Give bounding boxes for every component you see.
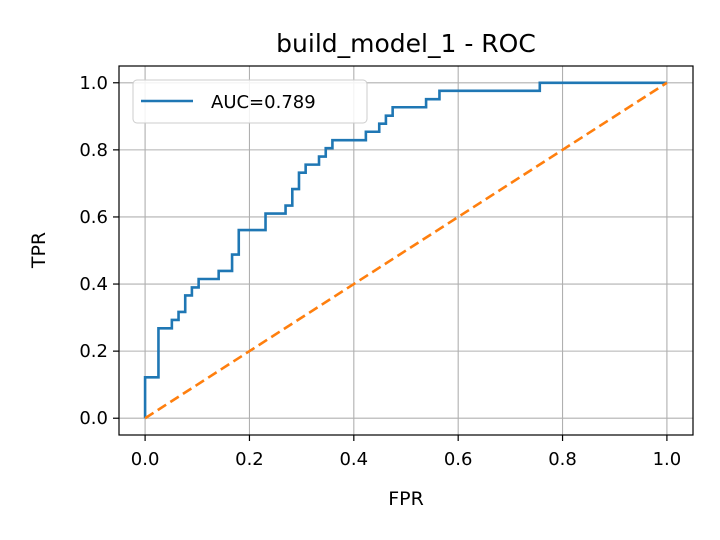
legend: AUC=0.789 xyxy=(132,79,368,124)
grid xyxy=(119,66,693,435)
y-tick-label: 1.0 xyxy=(79,73,108,94)
y-tick-label: 0.2 xyxy=(79,341,108,362)
y-tick-label: 0.0 xyxy=(79,408,108,429)
y-axis-label: TPR xyxy=(28,232,50,269)
x-tick-label: 0.8 xyxy=(548,449,577,470)
x-tick-label: 1.0 xyxy=(653,449,682,470)
x-tick-label: 0.2 xyxy=(235,449,264,470)
roc-curve-line xyxy=(143,81,667,419)
series-layer xyxy=(143,81,668,420)
legend-label: AUC=0.789 xyxy=(211,92,316,113)
x-tick-label: 0.0 xyxy=(131,449,160,470)
y-tick-label: 0.4 xyxy=(79,274,108,295)
legend-box xyxy=(132,79,368,124)
y-tick-label: 0.8 xyxy=(79,140,108,161)
x-tick-label: 0.4 xyxy=(339,449,368,470)
y-axis-ticks: 0.0 0.2 0.4 0.6 0.8 1.0 xyxy=(79,73,119,429)
y-tick-label: 0.6 xyxy=(79,207,108,228)
chart-title: build_model_1 - ROC xyxy=(276,29,536,58)
plot-frame xyxy=(118,65,694,436)
x-axis-label: FPR xyxy=(388,488,424,510)
chance-diagonal-line xyxy=(144,81,668,420)
x-tick-label: 0.6 xyxy=(444,449,473,470)
x-axis-ticks: 0.0 0.2 0.4 0.6 0.8 1.0 xyxy=(131,435,681,470)
